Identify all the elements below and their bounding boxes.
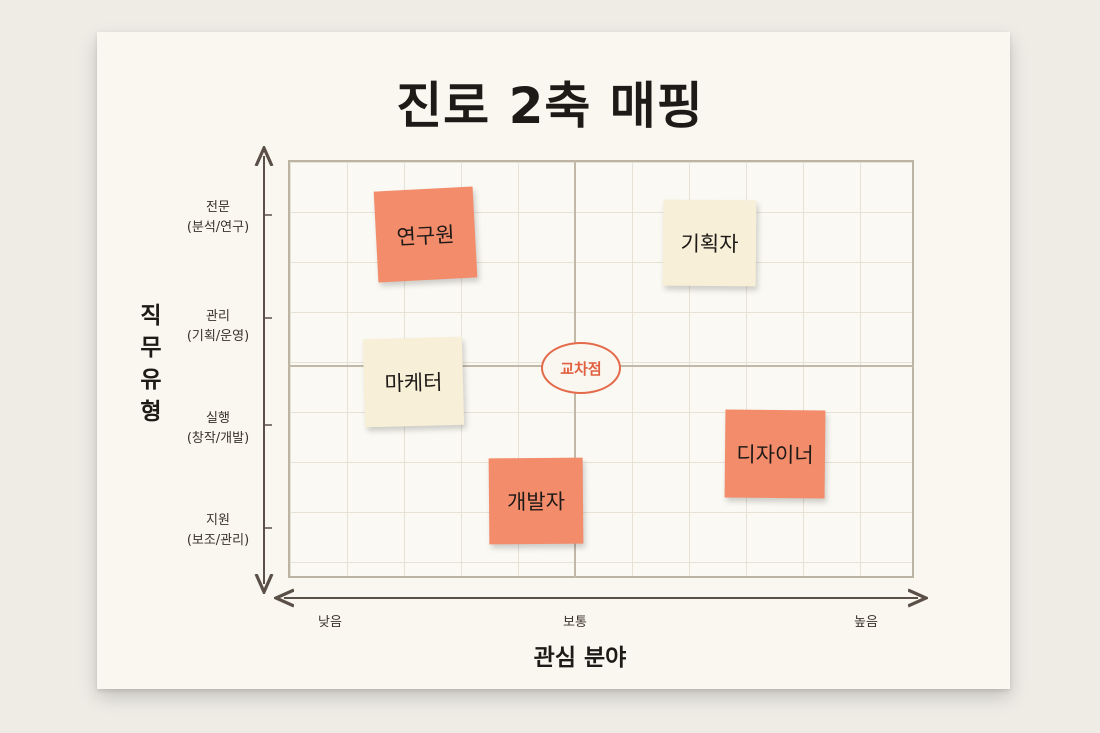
y-level-sub: (분석/연구) [186,220,250,235]
sticky-note-designer: 디자이너 [724,409,826,499]
y-level-support: 지원 (보조/관리) [158,511,278,551]
y-level-sub: (창작/개발) [186,431,250,446]
sticky-note-developer: 개발자 [488,457,584,545]
y-level-name: 지원 [206,513,230,528]
page-title: 진로 2축 매핑 [396,77,704,135]
sticky-note-marketer: 마케터 [362,336,465,428]
y-level-sub: (보조/관리) [186,533,250,548]
y-axis-title: 직무 유형 [140,303,162,425]
y-level-expert: 전문 (분석/연구) [158,198,278,238]
y-level-execution: 실행 (창작/개발) [158,409,278,449]
x-axis-title: 관심 분야 [533,645,627,671]
y-level-management: 관리 (기획/운영) [158,307,278,347]
center-intersection-mark: 교차점 [541,342,621,394]
sticky-note-researcher: 연구원 [373,186,478,283]
x-level-mid: 보통 [563,615,587,630]
x-level-low: 낮음 [318,615,342,630]
y-level-name: 실행 [206,411,230,426]
y-level-sub: (기획/운영) [186,329,250,344]
y-level-name: 전문 [206,200,230,215]
y-level-name: 관리 [206,309,230,324]
x-level-high: 높음 [854,615,878,630]
sticky-note-planner: 기획자 [662,199,757,287]
